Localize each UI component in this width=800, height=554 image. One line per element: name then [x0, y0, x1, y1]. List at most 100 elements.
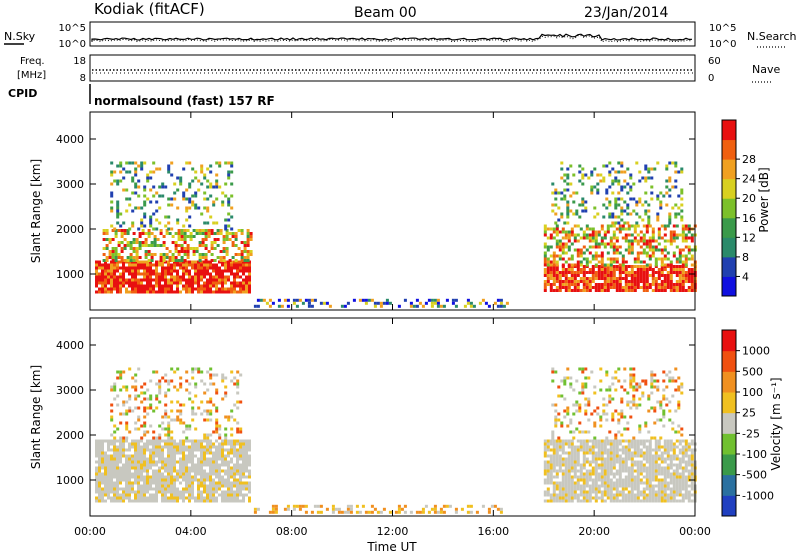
velocity-data-cell [170, 490, 173, 494]
power-data-cell [164, 272, 167, 276]
power-data-cell [499, 304, 503, 308]
velocity-data-cell [570, 445, 574, 449]
velocity-data-cell [608, 385, 612, 389]
power-data-cell [632, 182, 636, 186]
velocity-data-cell [119, 376, 123, 380]
power-data-cell [108, 238, 112, 241]
velocity-data-cell [158, 388, 162, 392]
power-data-cell [221, 281, 224, 285]
velocity-data-cell [600, 451, 604, 455]
velocity-data-cell [662, 370, 666, 374]
power-data-cell [499, 298, 503, 302]
velocity-data-cell [624, 454, 628, 458]
velocity-data-cell [107, 457, 110, 461]
velocity-data-cell [116, 463, 119, 467]
power-data-cell [636, 274, 640, 277]
power-data-cell [573, 239, 577, 243]
velocity-data-cell [690, 487, 694, 491]
velocity-data-cell [209, 451, 212, 455]
power-data-cell [632, 209, 636, 213]
velocity-data-cell [158, 379, 162, 383]
velocity-data-cell [666, 466, 670, 470]
power-data-cell [204, 256, 208, 259]
velocity-data-cell [173, 451, 176, 455]
power-data-cell [502, 304, 506, 308]
power-data-cell [606, 277, 610, 280]
power-data-cell [101, 284, 104, 288]
power-data-cell [246, 253, 250, 256]
velocity-data-cell [116, 439, 119, 443]
power-data-cell [215, 221, 219, 225]
power-data-cell [116, 266, 119, 270]
power-data-cell [212, 185, 216, 189]
velocity-data-cell [197, 481, 200, 485]
power-data-cell [566, 221, 570, 225]
velocity-data-cell [642, 442, 646, 446]
power-data-cell [219, 256, 223, 259]
power-data-cell [560, 197, 564, 201]
power-data-cell [128, 278, 131, 282]
velocity-data-cell [116, 478, 119, 482]
power-data-cell [608, 212, 612, 216]
velocity-data-cell [633, 448, 637, 452]
velocity-data-cell [651, 454, 655, 458]
velocity-data-cell [152, 436, 156, 440]
velocity-data-cell [600, 499, 604, 503]
time-x-axis: 00:00 04:00 08:00 12:00 16:00 20:00 00:00 [74, 112, 711, 538]
velocity-data-cell [188, 454, 191, 458]
velocity-colorbar-frame [721, 329, 737, 517]
velocity-data-cell [651, 496, 655, 500]
power-data-cell [669, 286, 673, 289]
velocity-data-cell [621, 469, 625, 473]
power-data-cell [204, 232, 208, 235]
power-data-cell [137, 269, 140, 273]
power-data-cell [654, 263, 658, 267]
velocity-data-cell [572, 430, 576, 434]
power-data-cell [165, 256, 169, 259]
power-data-cell [681, 230, 685, 234]
velocity-data-cell [188, 487, 191, 491]
velocity-data-cell [657, 472, 661, 476]
power-data-cell [617, 182, 621, 186]
power-data-cell [617, 221, 621, 225]
velocity-data-cell [107, 487, 110, 491]
power-data-cell [651, 236, 655, 240]
power-data-cell [650, 191, 654, 195]
power-data-cell [146, 272, 149, 276]
power-data-cell [248, 278, 251, 282]
velocity-data-cell [104, 460, 107, 464]
velocity-data-cell [170, 400, 174, 404]
velocity-data-cell [636, 487, 640, 491]
velocity-data-cell [98, 478, 101, 482]
power-data-cell [581, 200, 585, 204]
power-data-cell [591, 245, 595, 249]
power-data-cell [165, 247, 169, 250]
power-data-cell [204, 235, 208, 238]
velocity-data-cell [603, 478, 607, 482]
velocity-data-cell [657, 442, 661, 446]
power-data-cell [554, 191, 558, 195]
velocity-data-cell [564, 478, 568, 482]
velocity-data-cell [618, 466, 622, 470]
velocity-data-cell [197, 463, 200, 467]
velocity-data-cell [591, 457, 595, 461]
velocity-data-cell [612, 442, 616, 446]
velocity-data-cell [119, 487, 122, 491]
velocity-data-cell [552, 451, 556, 455]
power-data-cell [135, 247, 139, 250]
power-data-cell [584, 209, 588, 213]
power-data-cell [200, 284, 203, 288]
velocity-data-cell [140, 391, 144, 395]
velocity-data-cell [639, 448, 643, 452]
power-data-cell [603, 289, 607, 292]
velocity-data-cell [101, 499, 104, 503]
power-data-cell [135, 250, 139, 253]
power-data-cell [117, 241, 121, 244]
velocity-y-tick-label: 3000 [56, 384, 84, 397]
velocity-data-cell [570, 439, 574, 443]
velocity-data-cell [143, 475, 146, 479]
velocity-data-cell [645, 439, 649, 443]
power-data-cell [203, 281, 206, 285]
velocity-data-cell [143, 460, 146, 464]
velocity-data-cell [170, 451, 173, 455]
